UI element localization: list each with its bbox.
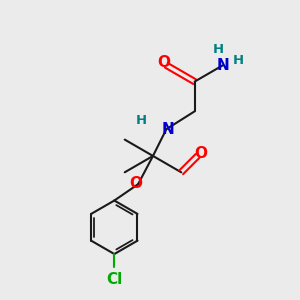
Text: Cl: Cl bbox=[106, 272, 122, 287]
Text: N: N bbox=[216, 58, 229, 74]
Text: H: H bbox=[233, 54, 244, 67]
Text: H: H bbox=[213, 43, 224, 56]
Text: O: O bbox=[158, 56, 170, 70]
Text: O: O bbox=[129, 176, 142, 191]
Text: H: H bbox=[136, 114, 147, 128]
Text: N: N bbox=[161, 122, 174, 137]
Text: O: O bbox=[194, 146, 207, 161]
